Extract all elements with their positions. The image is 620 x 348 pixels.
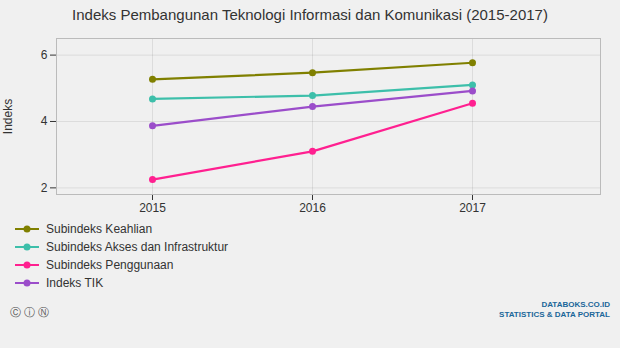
html-text:Subindeks Akses dan Infrastruk: Subindeks Akses dan Infrastruktur — [46, 240, 229, 254]
html-text:STATISTICS & DATA PORTAL: STATISTICS & DATA PORTAL — [499, 310, 610, 319]
svg-text:4: 4 — [41, 114, 48, 128]
svg-text:Indeks: Indeks — [1, 99, 15, 134]
svg-text:2: 2 — [41, 181, 48, 195]
svg-text:2017: 2017 — [459, 201, 486, 215]
html-text:Indeks Pembangunan Teknologi I: Indeks Pembangunan Teknologi Informasi d… — [72, 6, 548, 23]
html-text:Subindeks Penggunaan: Subindeks Penggunaan — [46, 258, 174, 272]
html-text:DATABOKS.CO.ID: DATABOKS.CO.ID — [541, 300, 610, 309]
html-text:Subindeks Keahlian: Subindeks Keahlian — [46, 222, 153, 236]
svg-text:2016: 2016 — [299, 201, 326, 215]
svg-text:2015: 2015 — [139, 201, 166, 215]
html-text:Indeks TIK: Indeks TIK — [46, 276, 104, 290]
svg-text:6: 6 — [41, 48, 48, 62]
